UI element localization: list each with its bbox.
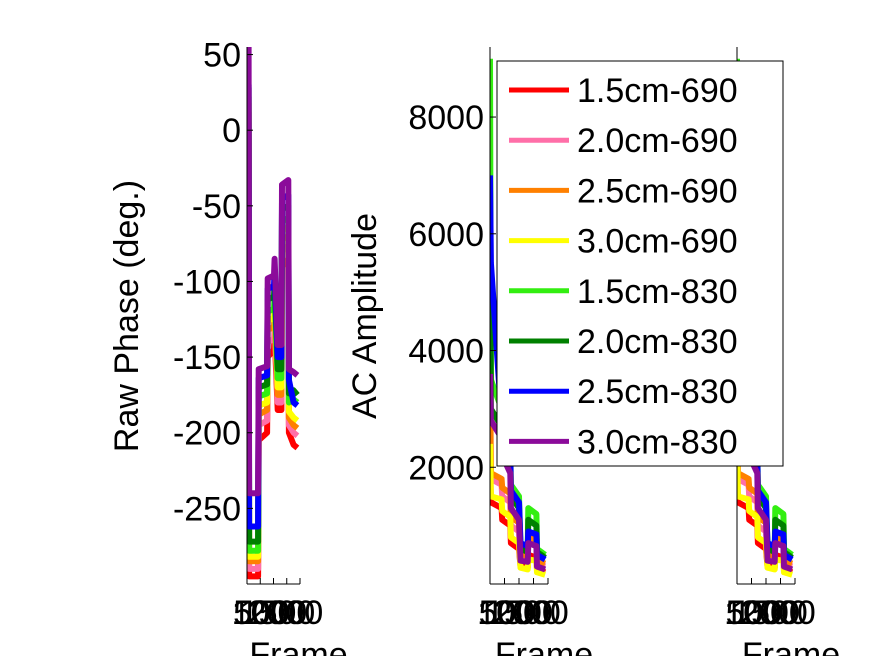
x-tick-label: 1000: [724, 594, 800, 632]
y-tick-label: 8000: [408, 99, 484, 137]
y-tick-label: 0: [222, 112, 241, 150]
y-tick-label: 2000: [408, 449, 484, 487]
y-axis-label: AC Amplitude: [346, 213, 384, 419]
x-tick-label: 500: [479, 594, 536, 632]
y-tick-label: -100: [173, 263, 241, 301]
y-tick-label: 6000: [408, 216, 484, 254]
legend-label: 2.0cm-830: [577, 323, 738, 361]
legend-label: 1.5cm-830: [577, 273, 738, 311]
legend-label: 2.5cm-830: [577, 373, 738, 411]
legend: 1.5cm-690 2.0cm-690 2.5cm-690 3.0cm-690 1.5c…: [496, 60, 784, 467]
series-line-3.0cm-830: [247, 47, 300, 497]
x-tick-label: 1500: [732, 594, 808, 632]
chart-panel-1: 500-50-100-150-200-250500100015002000Fra…: [108, 37, 348, 656]
x-tick-label: 500: [726, 594, 783, 632]
x-tick-label: 2000: [740, 594, 816, 632]
y-tick-label: -50: [192, 188, 241, 226]
y-tick-label: 4000: [408, 333, 484, 371]
x-tick-label: 2000: [493, 594, 569, 632]
legend-label: 3.0cm-690: [577, 223, 738, 261]
x-tick-label: 500: [233, 594, 290, 632]
y-tick-label: -250: [173, 490, 241, 528]
x-axis-label: Frame: [495, 636, 593, 656]
y-axis-label: Raw Phase (deg.): [108, 180, 146, 452]
legend-label: 2.5cm-690: [577, 172, 738, 210]
legend-label: 3.0cm-830: [577, 423, 738, 461]
y-tick-label: -200: [173, 415, 241, 453]
legend-box: [496, 60, 784, 467]
legend-label: 1.5cm-690: [577, 72, 738, 110]
legend-label: 2.0cm-690: [577, 122, 738, 160]
x-axis-label: Frame: [249, 636, 347, 656]
x-tick-label: 1000: [477, 594, 553, 632]
y-tick-label: -150: [173, 339, 241, 377]
series-group: [490, 58, 547, 578]
x-tick-label: 1000: [232, 594, 308, 632]
x-axis-label: Frame: [742, 636, 840, 656]
x-tick-label: 1500: [240, 594, 316, 632]
x-tick-label: 2000: [248, 594, 324, 632]
series-group: [247, 47, 300, 580]
y-tick-label: 50: [203, 37, 241, 75]
x-tick-label: 1500: [485, 594, 561, 632]
